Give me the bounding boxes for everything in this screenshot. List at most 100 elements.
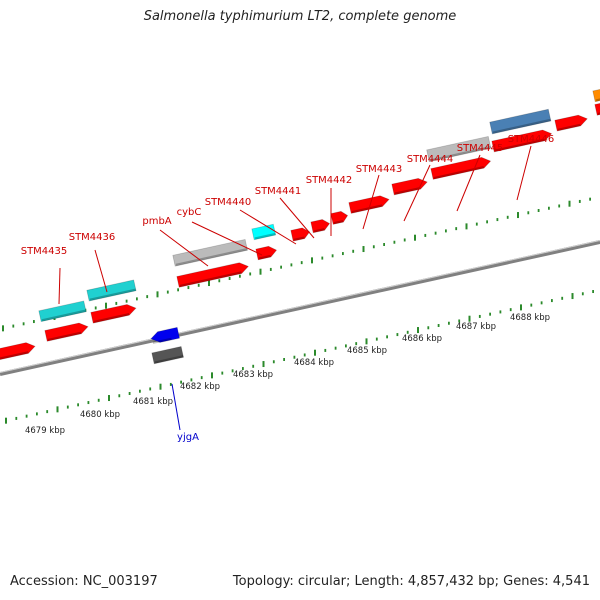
kbp-label: 4686 kbp — [402, 334, 442, 344]
gene-shade — [351, 204, 383, 214]
gene-feature — [150, 326, 181, 344]
gene-shade — [557, 123, 581, 131]
gene-label-stm4440: STM4440 — [205, 197, 252, 208]
gene-feature — [391, 177, 428, 196]
gene-shade — [333, 219, 344, 225]
leader-line — [516, 145, 532, 201]
leader-line — [94, 249, 108, 293]
gene-label-stm4442: STM4442 — [306, 175, 353, 186]
topology-text: Topology: circular; Length: 4,857,432 bp… — [232, 574, 590, 589]
gene-label-stm4436: STM4436 — [69, 232, 116, 243]
gene-feature — [90, 304, 137, 324]
gene-feature — [176, 262, 250, 288]
gene-shade — [89, 288, 137, 301]
gene-shape — [290, 227, 311, 242]
gene-feature — [594, 102, 600, 116]
kbp-label: 4685 kbp — [347, 346, 387, 356]
gene-shape — [554, 114, 588, 132]
gene-shade — [47, 331, 82, 342]
tick-marks — [2, 197, 594, 424]
leader-line — [456, 154, 481, 212]
map-title: Salmonella typhimurium LT2, complete gen… — [143, 9, 457, 24]
gene-feature — [172, 238, 248, 267]
kbp-label: 4682 kbp — [180, 382, 220, 392]
gene-label-stm4441: STM4441 — [255, 186, 302, 197]
gene-feature — [310, 219, 331, 234]
gene-feature — [430, 156, 492, 180]
kbp-label: 4683 kbp — [233, 370, 273, 380]
leader-line — [239, 209, 297, 245]
gene-feature — [491, 129, 553, 153]
gene-shade — [154, 355, 184, 364]
gene-label-stm4444: STM4444 — [407, 154, 454, 165]
gene-shape — [0, 342, 36, 362]
gene-shape — [430, 156, 492, 180]
gene-shape — [426, 135, 492, 163]
gene-shape — [172, 238, 248, 267]
kbp-label: 4684 kbp — [294, 358, 334, 368]
gene-shape — [594, 102, 600, 116]
leader-line — [279, 197, 315, 239]
leader-line — [403, 164, 431, 222]
gene-feature — [151, 346, 184, 365]
gene-label-stm4445: STM4445 — [457, 143, 504, 154]
gene-shade — [429, 146, 491, 162]
leader-line — [171, 383, 181, 431]
gene-feature — [348, 195, 390, 214]
gene-shape — [391, 177, 428, 196]
gene-feature — [426, 135, 492, 163]
kbp-label: 4680 kbp — [80, 410, 120, 420]
leader-line — [58, 267, 61, 305]
label-leader-lines — [58, 145, 532, 431]
gene-shade — [0, 351, 29, 361]
gene-shade — [494, 138, 545, 152]
gene-shape — [489, 108, 552, 135]
gene-shape — [86, 279, 137, 302]
gene-shape — [592, 88, 600, 103]
gene-feature — [592, 88, 600, 103]
gene-feature — [38, 300, 87, 323]
backbone-highlight — [0, 240, 600, 373]
backbone-line — [0, 240, 600, 376]
gene-shade — [175, 248, 248, 266]
gene-label-stm4435: STM4435 — [21, 246, 68, 257]
gene-shade — [152, 337, 172, 344]
gene-shade — [179, 271, 242, 287]
genome-backbone — [0, 240, 600, 376]
gene-shade — [433, 166, 484, 180]
kbp-label: 4688 kbp — [510, 313, 550, 323]
gene-feature — [86, 279, 137, 302]
gene-shade — [313, 228, 325, 233]
gene-feature — [330, 210, 349, 225]
gene-label-stm4443: STM4443 — [356, 164, 403, 175]
gene-feature — [554, 114, 588, 132]
gene-shade — [258, 254, 271, 260]
gene-label-cybc: cybC — [177, 207, 202, 218]
leader-line — [191, 221, 263, 256]
leader-line — [159, 229, 209, 267]
kbp-label: 4687 kbp — [456, 322, 496, 332]
gene-feature — [255, 245, 278, 261]
kbp-label: 4681 kbp — [133, 397, 173, 407]
accession-text: Accession: NC_003197 — [10, 574, 158, 589]
gene-feature — [44, 322, 89, 342]
gene-shade — [293, 236, 305, 241]
gene-shade — [41, 309, 87, 322]
gene-shape — [38, 300, 87, 323]
kbp-labels: 4679 kbp 4680 kbp 4681 kbp 4682 kbp 4683 kbp… — [25, 313, 550, 436]
gene-shape — [310, 219, 331, 234]
gene-shape — [255, 245, 278, 261]
gene-shape — [90, 304, 137, 324]
gene-shade — [93, 313, 130, 323]
gene-label-yjga: yjgA — [177, 432, 199, 443]
gene-shape — [150, 326, 181, 343]
kbp-label: 4679 kbp — [25, 426, 65, 436]
gene-label-stm4446: STM4446 — [508, 134, 555, 145]
gene-feature — [489, 108, 552, 135]
gene-shade — [254, 232, 276, 240]
gene-shape — [491, 129, 553, 153]
gene-shade — [492, 118, 551, 134]
gene-shape — [348, 195, 390, 214]
